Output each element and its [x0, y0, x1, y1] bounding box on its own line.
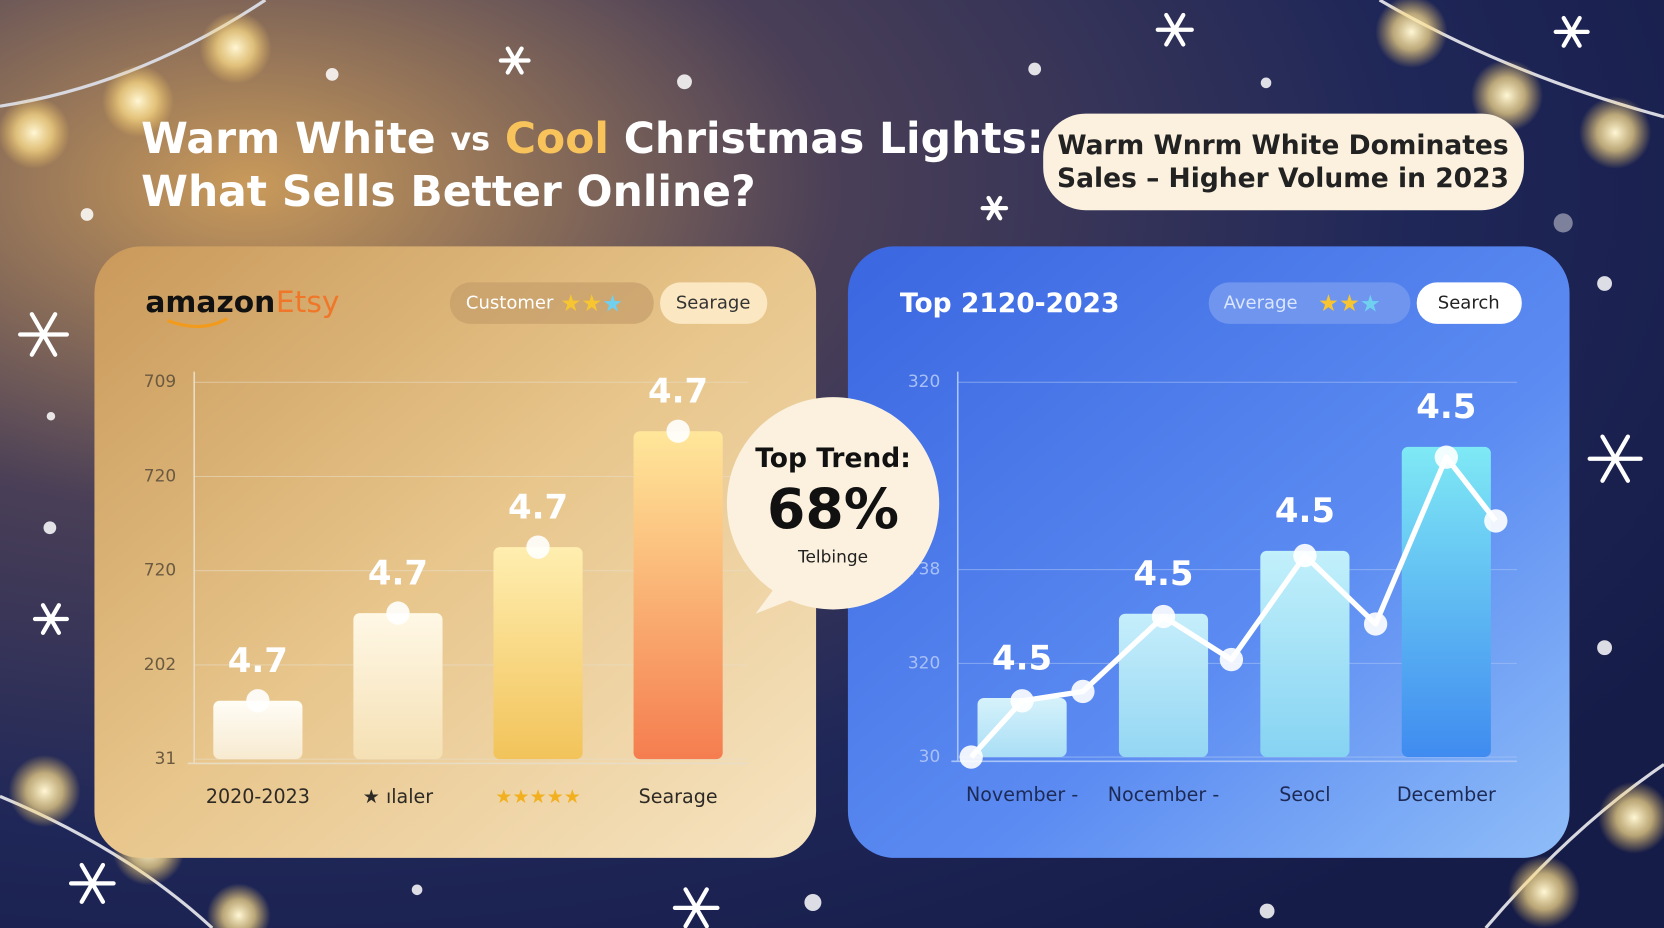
bubble-caption: Telbinge: [797, 547, 868, 567]
x-tick-label: November -: [966, 783, 1078, 806]
bubble-heading: Top Trend:: [755, 443, 911, 474]
snowflake-arm: [1600, 434, 1631, 483]
bar-dot: [386, 601, 410, 625]
snowflake-arm: [683, 887, 709, 928]
x-tick-label: Searage: [639, 785, 718, 808]
snowflake-arm: [29, 312, 58, 357]
bar-dot: [246, 689, 270, 713]
logo-etsy: Etsy: [276, 285, 339, 320]
logo-smile: [167, 317, 228, 329]
line-point: [1484, 509, 1508, 533]
snowflake-arm: [79, 862, 106, 904]
x-tick-label: 2020-2023: [206, 785, 310, 808]
line-point: [1151, 604, 1176, 629]
snowflake-arm: [505, 46, 524, 75]
y-tick-label: 202: [144, 655, 176, 675]
y-tick-label: 320: [908, 653, 940, 673]
bar-label: 4.7: [368, 553, 428, 593]
snow-dots: [43, 62, 1612, 919]
callout-line: Sales – Higher Volume in 2023: [1057, 163, 1509, 194]
pill: [1208, 282, 1411, 324]
y-tick-label: 31: [155, 749, 177, 769]
line-point: [959, 745, 983, 769]
bar: [213, 700, 303, 760]
y-tick-label: 709: [144, 372, 176, 392]
x-tick-label: Seocl: [1279, 783, 1330, 806]
x-tick-label: Nocember -: [1108, 783, 1219, 806]
pill: [449, 282, 654, 324]
line-point: [1293, 543, 1317, 568]
line-point: [1010, 689, 1034, 713]
bar: [1260, 550, 1350, 758]
bar: [493, 547, 583, 760]
bar-label: 4.7: [648, 372, 708, 412]
title-cool: Cool: [505, 115, 609, 164]
button-label[interactable]: Search: [1438, 293, 1500, 314]
bubble-circle: [726, 397, 940, 610]
snowflake-arm: [40, 603, 62, 635]
callout-line: Warm Wnrm White Dominates: [1057, 130, 1508, 161]
bar: [1401, 446, 1491, 758]
line-point: [1219, 647, 1244, 672]
line-point: [1071, 679, 1095, 704]
title-line2: What Sells Better Online?: [141, 168, 755, 217]
bar: [633, 431, 723, 760]
snowflake-arm: [1164, 12, 1186, 47]
bubble: Top Trend: 68% Telbinge: [726, 397, 940, 614]
bar: [353, 613, 443, 760]
snowflake-arm: [1561, 15, 1582, 48]
pill-label: Average: [1224, 293, 1298, 314]
pill-label: Customer: [466, 293, 554, 314]
y-tick-label: 320: [908, 372, 940, 392]
bar-label: 4.5: [1275, 491, 1335, 531]
y-tick-label: 720: [144, 466, 176, 486]
button[interactable]: [660, 282, 768, 324]
pill-stars: ★★★: [1318, 289, 1381, 317]
pill-stars: ★★★: [560, 289, 623, 317]
bar-label: 4.7: [228, 641, 288, 681]
button-label[interactable]: Searage: [676, 293, 751, 314]
x-tick-label: ★ ılaler: [363, 785, 434, 808]
line-point: [1363, 612, 1388, 636]
bar-label: 4.5: [1416, 387, 1476, 427]
y-tick-label: 720: [144, 561, 176, 581]
bar-label: 4.7: [508, 487, 568, 527]
snowflakes: [18, 12, 1643, 928]
bubble-figure: 68%: [767, 478, 899, 542]
bar-label: 4.5: [1133, 554, 1193, 594]
bar: [1118, 613, 1209, 758]
line-point: [1434, 445, 1458, 469]
charts: 31 202 720 720 709 2020-2023 ★ ılaler ★★★★★ Sear…: [144, 372, 1518, 808]
title-rest: Christmas Lights:: [624, 115, 1044, 164]
bar: [977, 698, 1067, 758]
title-warm: Warm White: [141, 115, 436, 164]
button[interactable]: [1416, 282, 1522, 324]
x-tick-label: December: [1397, 783, 1496, 806]
bar-dot: [666, 419, 690, 443]
snowflake-arm: [986, 195, 1003, 221]
bar-label: 4.5: [992, 638, 1052, 678]
bar-dot: [526, 535, 550, 559]
callout: [1043, 113, 1524, 211]
title-vs: vs: [450, 120, 490, 158]
y-tick-label: 30: [919, 747, 941, 767]
panel-title: Top 2120-2023: [900, 288, 1120, 319]
logo-amazon: amazon: [145, 285, 275, 320]
title: Warm White vs Cool Christmas Lights:: [141, 115, 1044, 164]
x-tick-label: ★★★★★: [495, 785, 581, 808]
